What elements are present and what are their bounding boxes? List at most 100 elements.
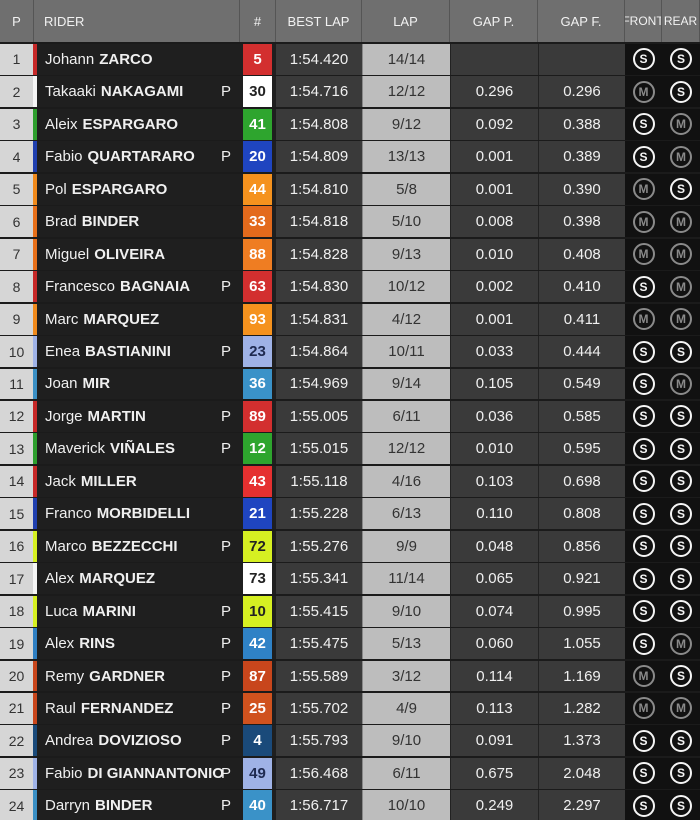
rider-cell: Joan MIR [37, 368, 240, 400]
lap: 12/12 [362, 433, 450, 465]
flag-marker: P [220, 667, 231, 685]
gap-first: 0.408 [538, 238, 625, 270]
front-tire: S [632, 729, 655, 752]
rider-first-name: Alex [45, 570, 75, 588]
position: 22 [0, 725, 33, 757]
rider-cell: Francesco BAGNAIA [37, 271, 240, 303]
front-tire-cell: S [625, 790, 662, 820]
rider-cell: Fabio QUARTARARO [37, 141, 240, 173]
rider-first-name: Franco [45, 505, 92, 523]
team-stripe [33, 530, 37, 562]
rider-first-name: Alex [45, 635, 75, 653]
rider-number: 49 [243, 757, 272, 789]
team-stripe [33, 498, 37, 530]
front-tire: S [632, 405, 655, 428]
rider-number: 12 [243, 433, 272, 465]
front-tire-cell: M [625, 173, 662, 205]
gap-previous: 0.008 [450, 206, 538, 238]
lap: 6/11 [362, 400, 450, 432]
rider-number: 42 [243, 628, 272, 660]
lap: 3/12 [362, 660, 450, 692]
rear-tire-cell: S [662, 530, 700, 562]
position: 13 [0, 433, 33, 465]
rider-last-name: RINS [79, 635, 116, 653]
rider-cell: Johann ZARCO [37, 44, 240, 75]
rider-last-name: QUARTARARO [87, 148, 195, 166]
gap-first: 0.389 [538, 141, 625, 173]
rider-number: 10 [243, 595, 272, 627]
gap-first: 2.048 [538, 757, 625, 789]
column-header: LAP [362, 0, 450, 42]
front-tire-cell: S [625, 725, 662, 757]
team-stripe [33, 44, 37, 75]
column-header: RIDER [34, 0, 240, 42]
gap-first: 0.585 [538, 400, 625, 432]
gap-previous: 0.249 [450, 790, 538, 820]
rider-cell: Franco MORBIDELLI [37, 498, 240, 530]
flag-marker: P [220, 764, 231, 782]
gap-previous: 0.296 [450, 76, 538, 108]
team-stripe [33, 757, 37, 789]
gap-first [538, 44, 625, 75]
gap-previous: 0.675 [450, 757, 538, 789]
rear-tire: S [670, 600, 692, 623]
rider-cell: Jorge MARTIN [37, 400, 240, 432]
team-stripe [33, 595, 37, 627]
team-stripe [33, 141, 37, 173]
gap-previous: 0.105 [450, 368, 538, 400]
front-tire-cell: S [625, 433, 662, 465]
rider-number: 63 [243, 271, 272, 303]
front-tire-cell: S [625, 141, 662, 173]
gap-first: 0.398 [538, 206, 625, 238]
rider-first-name: Raul [45, 699, 76, 717]
rider-number: 23 [243, 336, 272, 367]
flag-marker: P [220, 278, 231, 296]
position: 20 [0, 660, 33, 692]
rider-number: 88 [243, 238, 272, 270]
best-lap: 1:54.969 [276, 368, 362, 400]
rear-tire-cell: S [662, 595, 700, 627]
lap: 5/13 [362, 628, 450, 660]
team-stripe [33, 628, 37, 660]
lap: 9/12 [362, 108, 450, 140]
flag-marker: P [220, 343, 231, 361]
rear-tire-cell: M [662, 303, 700, 335]
lap: 4/9 [362, 693, 450, 724]
front-tire-cell: M [625, 238, 662, 270]
team-stripe [33, 108, 37, 140]
flag-marker: P [220, 83, 231, 101]
front-tire: S [632, 535, 655, 558]
rider-last-name: BAGNAIA [120, 278, 191, 296]
front-tire-cell: M [625, 693, 662, 724]
rear-tire-cell: M [662, 141, 700, 173]
rider-last-name: MILLER [80, 472, 137, 490]
position: 17 [0, 563, 33, 595]
gap-previous: 0.001 [450, 303, 538, 335]
gap-first: 0.411 [538, 303, 625, 335]
gap-previous: 0.110 [450, 498, 538, 530]
rear-tire: S [670, 762, 692, 785]
best-lap: 1:55.118 [276, 465, 362, 497]
gap-first: 0.390 [538, 173, 625, 205]
rear-tire: M [670, 308, 692, 331]
rider-first-name: Miguel [45, 245, 90, 263]
front-tire-cell: S [625, 465, 662, 497]
position: 24 [0, 790, 33, 820]
rear-tire: M [670, 113, 692, 136]
front-tire-cell: S [625, 757, 662, 789]
gap-previous [450, 44, 538, 75]
front-tire-cell: S [625, 336, 662, 367]
front-tire-cell: M [625, 76, 662, 108]
best-lap: 1:55.793 [276, 725, 362, 757]
gap-first: 0.698 [538, 465, 625, 497]
front-tire: S [632, 113, 655, 136]
best-lap: 1:55.589 [276, 660, 362, 692]
front-tire: M [632, 210, 655, 233]
front-tire-cell: M [625, 206, 662, 238]
rear-tire: M [670, 275, 692, 298]
lap: 10/11 [362, 336, 450, 367]
rider-number: 41 [243, 108, 272, 140]
rider-number: 20 [243, 141, 272, 173]
position: 16 [0, 530, 33, 562]
gap-first: 0.549 [538, 368, 625, 400]
